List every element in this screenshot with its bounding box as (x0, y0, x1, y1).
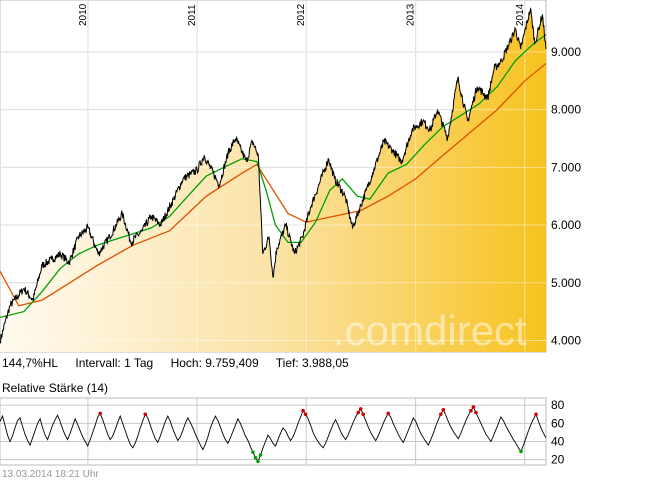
main-y-tick-label: 4.000 (551, 333, 581, 347)
interval-value: Intervall: 1 Tag (75, 356, 154, 370)
rsi-extreme-mark (441, 408, 446, 412)
rsi-extreme-mark (471, 405, 476, 409)
main-y-axis-labels: 4.000 5.000 6.000 7.000 8.000 9.000 (551, 45, 581, 348)
price-area-fill (0, 8, 546, 352)
rsi-y-tick-label: 80 (551, 398, 565, 412)
price-stats-line: 144,7%HL Intervall: 1 Tag Hoch: 9.759,40… (2, 356, 363, 370)
main-y-tick-label: 6.000 (551, 218, 581, 232)
rsi-extreme-mark (534, 412, 538, 417)
rsi-extreme-mark (143, 412, 148, 417)
rsi-extreme-mark (439, 412, 443, 417)
rsi-line (0, 406, 547, 463)
main-x-tick-label: 2014 (515, 3, 526, 26)
main-y-tick-label: 5.000 (551, 276, 581, 290)
rsi-extreme-mark (303, 412, 308, 417)
price-line (0, 7, 547, 344)
rsi-y-tick-label: 20 (551, 453, 565, 467)
rsi-extreme-mark (258, 453, 263, 457)
comdirect-watermark: .comdirect (333, 307, 527, 354)
moving-average-long-line (0, 62, 547, 307)
main-y-tick-label: 8.000 (551, 103, 581, 117)
range-value: 144,7%HL (2, 356, 59, 370)
timestamp: 13.03.2014 18:21 Uhr (2, 469, 99, 480)
high-value: Hoch: 9.759,409 (170, 356, 259, 370)
rsi-y-tick-label: 40 (551, 434, 565, 448)
rsi-extreme-mark (356, 410, 361, 415)
low-value: Tief: 3.988,05 (275, 356, 349, 370)
rsi-extreme-mark (358, 407, 363, 411)
rsi-extreme-mark (469, 408, 473, 413)
main-y-tick-label: 7.000 (551, 160, 581, 174)
main-x-tick-label: 2010 (78, 3, 89, 26)
main-y-tick-label: 9.000 (551, 45, 581, 59)
main-x-tick-label: 2013 (406, 3, 417, 26)
rsi-extreme-mark (519, 449, 523, 454)
rsi-extreme-mark (98, 411, 102, 416)
rsi-extreme-mark (386, 411, 391, 416)
rsi-title: Relative Stärke (14) (2, 381, 109, 395)
main-x-axis-labels: 2010 2011 2012 2013 2014 (78, 3, 526, 26)
rsi-plot-frame (0, 397, 547, 466)
rsi-y-axis-labels: 20 40 60 80 (551, 398, 565, 466)
rsi-extreme-mark (256, 459, 260, 464)
rsi-extreme-mark (301, 408, 305, 413)
rsi-extreme-marks (98, 405, 538, 464)
rsi-extreme-mark (251, 450, 255, 455)
main-chart-grid-overlay (0, 0, 546, 352)
rsi-extreme-mark (474, 410, 478, 415)
main-x-tick-label: 2012 (296, 3, 307, 26)
rsi-y-tick-label: 60 (551, 416, 565, 430)
main-x-tick-label: 2011 (187, 4, 198, 26)
rsi-extreme-mark (253, 456, 258, 460)
rsi-extreme-mark (361, 412, 366, 417)
rsi-chart-grid (0, 397, 547, 466)
